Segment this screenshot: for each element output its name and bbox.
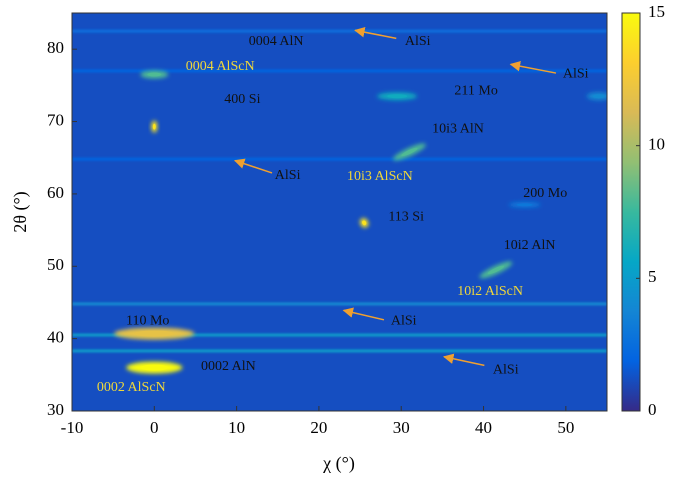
annotation: 0002 AlScN xyxy=(97,380,166,395)
annotation: 113 Si xyxy=(388,209,424,224)
y-tick-label: 40 xyxy=(47,328,64,347)
streak xyxy=(72,69,607,73)
x-axis-label: χ (°) xyxy=(322,453,355,474)
spot-core xyxy=(401,147,418,157)
annotation: AlSi xyxy=(563,67,589,82)
annotation: 211 Mo xyxy=(454,83,497,98)
x-tick-label: 50 xyxy=(557,418,574,437)
spot-core xyxy=(516,203,533,207)
x-tick-label: 30 xyxy=(393,418,410,437)
spot-core xyxy=(362,220,367,226)
x-tick-label: -10 xyxy=(61,418,84,437)
colorbar-tick-label: 0 xyxy=(648,400,657,419)
spot-core xyxy=(487,265,505,275)
annotation: 0002 AlN xyxy=(201,359,256,374)
annotation-arrow xyxy=(509,61,557,74)
y-tick-label: 80 xyxy=(47,38,64,57)
annotation-arrow xyxy=(354,27,397,40)
streak xyxy=(72,349,607,353)
spot-core xyxy=(134,330,175,337)
colorbar xyxy=(621,12,641,412)
y-tick-label: 70 xyxy=(47,110,64,129)
streak xyxy=(72,302,607,306)
annotation: 10i3 AlN xyxy=(432,122,484,137)
annotation-arrow xyxy=(233,158,273,174)
annotation: 10i2 AlN xyxy=(504,238,556,253)
streak xyxy=(72,29,607,33)
x-tick-label: 0 xyxy=(150,418,159,437)
streak xyxy=(72,333,607,337)
streak xyxy=(72,157,607,161)
annotation: AlSi xyxy=(275,168,301,183)
annotation: 0004 AlScN xyxy=(186,59,255,74)
annotation: 10i2 AlScN xyxy=(457,284,523,299)
spot-core xyxy=(140,364,169,371)
x-tick-label: 20 xyxy=(310,418,327,437)
spot-core xyxy=(387,94,408,99)
y-tick-label: 60 xyxy=(47,183,64,202)
colorbar-tick-label: 10 xyxy=(648,135,665,154)
annotation: AlSi xyxy=(391,313,417,328)
colorbar-tick-label: 5 xyxy=(648,267,657,286)
y-axis-label: 2θ (°) xyxy=(10,191,31,232)
annotation: 110 Mo xyxy=(126,313,169,328)
annotation-arrow xyxy=(342,307,385,321)
annotation: AlSi xyxy=(405,34,431,49)
x-tick-label: 40 xyxy=(475,418,492,437)
plot-area xyxy=(72,13,607,411)
annotation: AlSi xyxy=(493,363,519,378)
heatmap-background xyxy=(72,13,607,411)
annotation-arrow xyxy=(443,353,485,367)
spot-core xyxy=(147,72,162,77)
x-tick-label: 10 xyxy=(228,418,245,437)
y-tick-label: 30 xyxy=(47,400,64,419)
spot-core xyxy=(152,123,156,130)
annotation: 0004 AlN xyxy=(249,34,304,49)
plot-frame xyxy=(71,12,608,412)
y-tick-label: 50 xyxy=(47,255,64,274)
spot-core xyxy=(592,94,605,99)
annotation: 200 Mo xyxy=(523,186,567,201)
colorbar-tick-label: 15 xyxy=(648,2,665,21)
annotation: 10i3 AlScN xyxy=(347,169,413,184)
annotation: 400 Si xyxy=(224,92,260,107)
